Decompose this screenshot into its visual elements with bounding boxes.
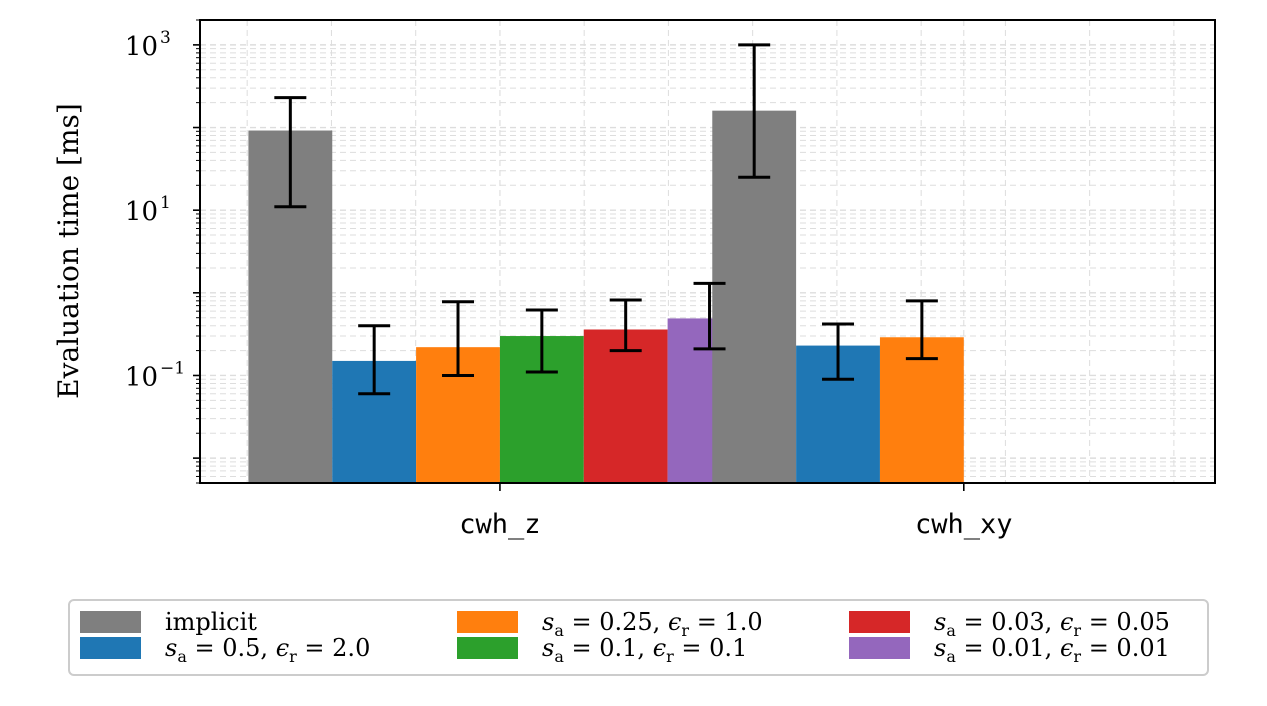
legend-label: sa = 0.01, ϵr = 0.01: [934, 634, 1170, 666]
legend-label: sa = 0.1, ϵr = 0.1: [542, 634, 747, 666]
y-tick-label: 10: [125, 362, 158, 392]
y-axis-label: Evaluation time [ms]: [52, 103, 85, 399]
legend-swatch: [849, 637, 910, 659]
y-tick-exponent: 1: [160, 193, 171, 213]
legend-swatch: [849, 611, 910, 633]
legend-label: implicit: [165, 608, 257, 636]
y-tick-exponent: −1: [160, 358, 185, 378]
legend-label: sa = 0.03, ϵr = 0.05: [934, 608, 1170, 640]
legend-label: sa = 0.25, ϵr = 1.0: [542, 608, 763, 640]
legend-label: sa = 0.5, ϵr = 2.0: [165, 634, 370, 666]
error-bars: [274, 43, 938, 396]
bar: [879, 337, 964, 483]
y-tick-exponent: 3: [160, 28, 171, 48]
legend-swatch: [457, 611, 518, 633]
legend-swatch: [457, 637, 518, 659]
x-axis-ticks: cwh_z cwh_xy: [459, 483, 1013, 540]
legend-swatch: [80, 611, 141, 633]
plot-frame: [199, 19, 1216, 484]
legend-swatch: [80, 637, 141, 659]
x-tick-label: cwh_z: [459, 509, 540, 540]
y-tick-label: 10: [125, 32, 158, 62]
grid-lines: [200, 19, 1215, 484]
y-tick-label: 10: [125, 197, 158, 227]
legend-frame: [68, 599, 1209, 676]
x-tick-label: cwh_xy: [915, 509, 1013, 540]
bar: [583, 329, 668, 483]
